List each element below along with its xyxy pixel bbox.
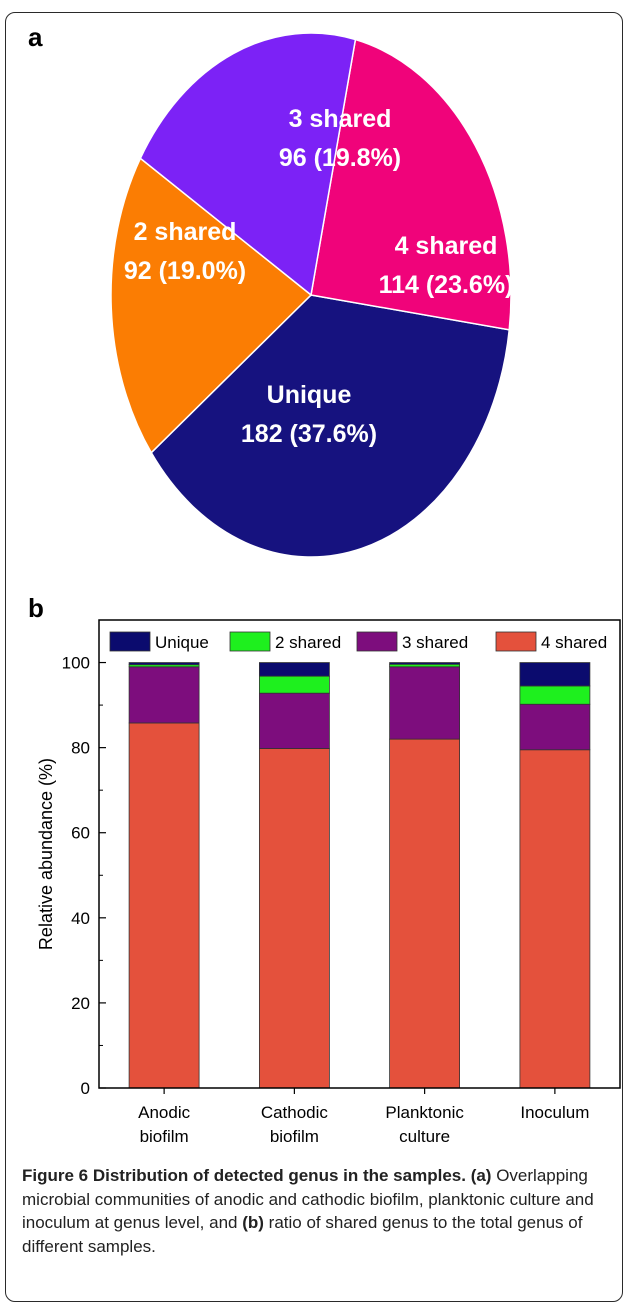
caption-title: Figure 6 Distribution of detected genus … bbox=[22, 1166, 466, 1185]
caption-text-1: Overlapping microbial communities of ano… bbox=[22, 1166, 594, 1232]
caption-part-a: (a) bbox=[470, 1166, 492, 1185]
panel-label-a: a bbox=[28, 22, 43, 52]
panel-label-b: b bbox=[28, 593, 44, 623]
caption-part-b: (b) bbox=[242, 1213, 264, 1232]
caption-text-2: ratio of shared genus to the total genus… bbox=[22, 1213, 583, 1256]
figure-frame bbox=[5, 12, 623, 1302]
figure-caption: Figure 6 Distribution of detected genus … bbox=[22, 1164, 612, 1258]
